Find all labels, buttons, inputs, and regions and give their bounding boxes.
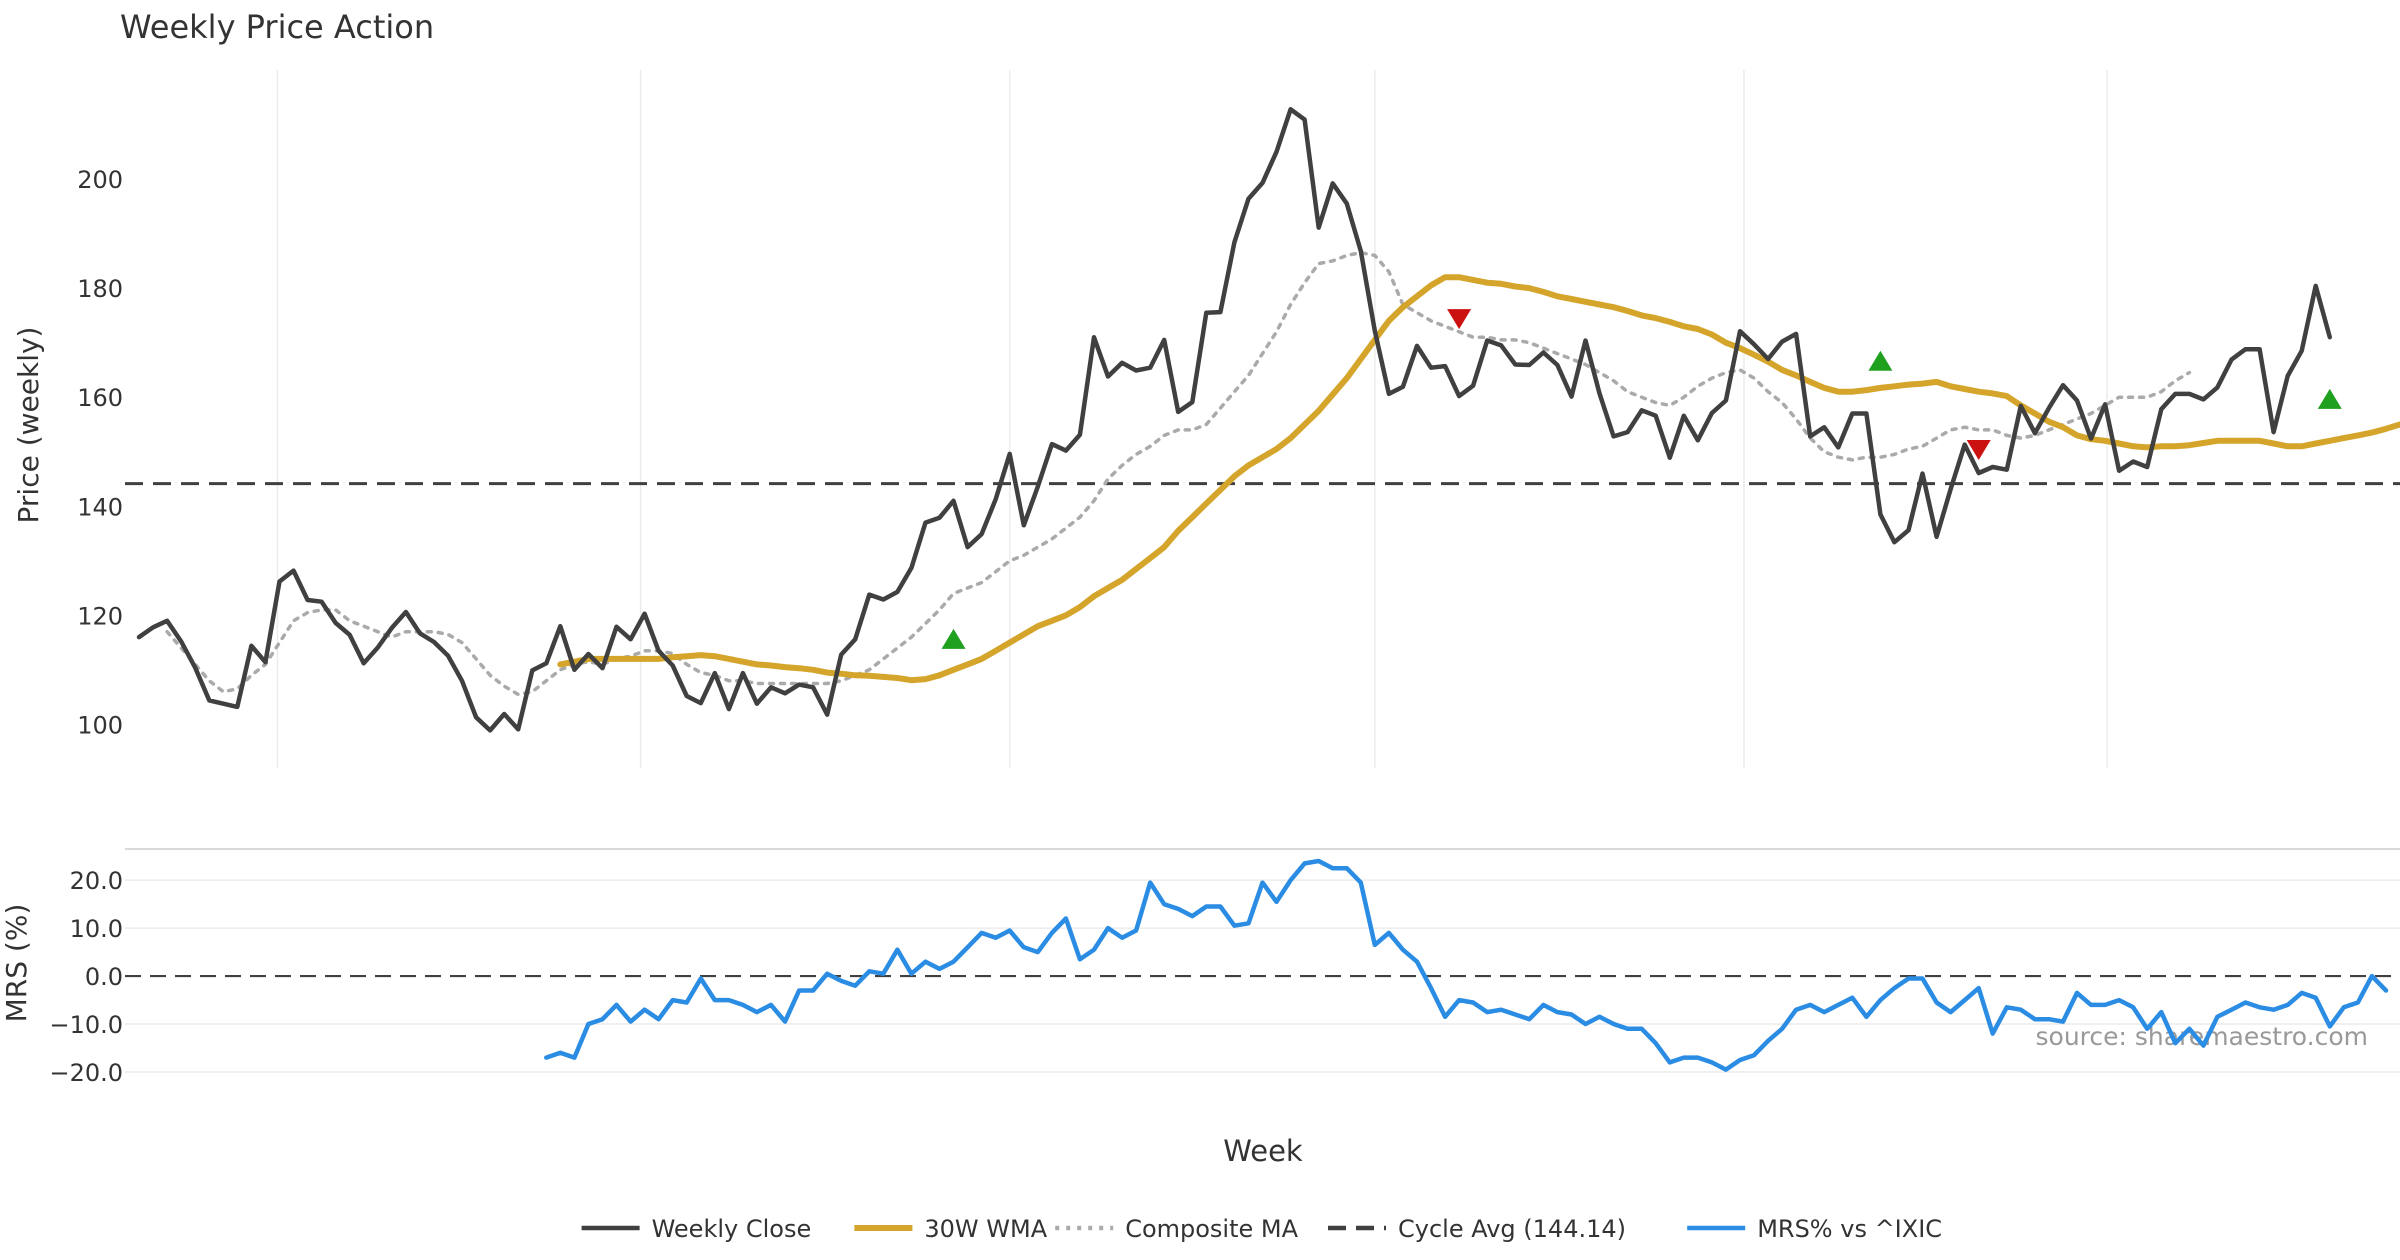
- buy-signal-marker: [1868, 350, 1893, 371]
- legend-label: Cycle Avg (144.14): [1398, 1215, 1626, 1243]
- price-y-tick-label: 180: [77, 275, 123, 303]
- composite-ma-line: [165, 250, 2192, 697]
- buy-signal-marker: [2317, 388, 2342, 409]
- legend-label: MRS% vs ^IXIC: [1757, 1215, 1942, 1243]
- mrs-y-tick-label: 10.0: [70, 915, 123, 943]
- price-y-tick-label: 120: [77, 602, 123, 630]
- mrs-y-tick-label: 0.0: [85, 963, 123, 991]
- x-axis-label: Week: [1223, 1134, 1303, 1168]
- price-y-tick-label: 100: [77, 711, 123, 739]
- sell-signal-marker: [1447, 309, 1472, 330]
- mrs-y-tick-label: 20.0: [70, 867, 123, 895]
- weekly-close-line: [136, 107, 2333, 733]
- legend-label: Composite MA: [1125, 1215, 1298, 1243]
- mrs-y-tick-label: −20.0: [49, 1059, 123, 1087]
- legend: Weekly Close 30W WMA Composite MA Cycle Avg…: [581, 1215, 1942, 1243]
- price-y-tick-label: 140: [77, 493, 123, 521]
- price-y-axis-label: Price (weekly): [12, 327, 45, 524]
- mrs-line: [544, 858, 2389, 1072]
- legend-label: 30W WMA: [924, 1215, 1047, 1243]
- chart-title: Weekly Price Action: [120, 8, 434, 46]
- price-y-tick-label: 200: [77, 166, 123, 194]
- wma-30w-line: [557, 274, 2400, 684]
- sell-signal-marker: [1966, 439, 1991, 460]
- buy-signal-marker: [941, 628, 966, 649]
- price-y-tick-label: 160: [77, 384, 123, 412]
- mrs-y-axis-label: MRS (%): [0, 904, 33, 1023]
- legend-label: Weekly Close: [652, 1215, 812, 1243]
- mrs-y-tick-label: −10.0: [49, 1011, 123, 1039]
